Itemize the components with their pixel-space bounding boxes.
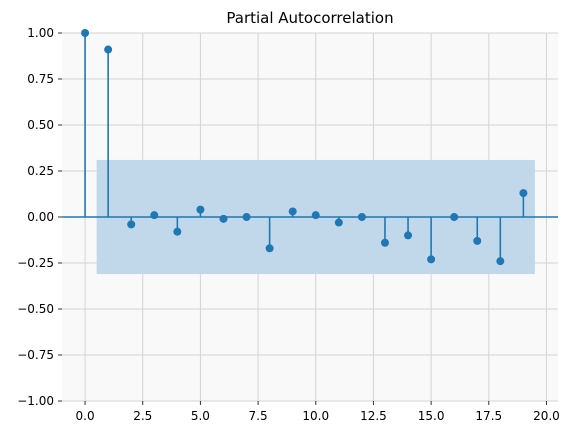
stem-marker — [519, 189, 528, 198]
stem-marker — [81, 29, 90, 37]
stem-marker — [173, 227, 182, 236]
stem-marker — [473, 236, 482, 245]
stem-marker — [219, 214, 228, 223]
stem-marker — [404, 231, 413, 240]
y-tick-label: −1.00 — [17, 394, 54, 408]
chart-title: Partial Autocorrelation — [226, 9, 393, 27]
stem-marker — [127, 220, 136, 229]
stem-marker — [496, 257, 505, 266]
stem-marker — [334, 218, 343, 227]
y-axis-ticks: 1.00 0.75 0.50 0.25 0.00 −0.25 −0.50 −0.75 −1.00 — [17, 26, 62, 408]
y-tick-label: −0.75 — [17, 348, 54, 362]
x-tick-label: 15.0 — [418, 409, 445, 423]
x-tick-label: 12.5 — [360, 409, 387, 423]
x-tick-label: 7.5 — [249, 409, 268, 423]
x-tick-label: 2.5 — [133, 409, 152, 423]
x-tick-label: 10.0 — [302, 409, 329, 423]
stem-marker — [265, 244, 274, 253]
y-tick-label: −0.50 — [17, 302, 54, 316]
y-tick-label: 0.25 — [27, 164, 54, 178]
x-tick-label: 20.0 — [533, 409, 560, 423]
stems — [62, 29, 558, 266]
x-tick-label: 5.0 — [191, 409, 210, 423]
y-tick-label: 1.00 — [27, 26, 54, 40]
stem-marker — [427, 255, 436, 264]
y-tick-label: −0.25 — [17, 256, 54, 270]
x-tick-label: 17.5 — [475, 409, 502, 423]
stem-marker — [380, 238, 389, 247]
stem-marker — [288, 207, 297, 216]
y-tick-label: 0.50 — [27, 118, 54, 132]
x-tick-label: 0.0 — [76, 409, 95, 423]
x-axis-ticks: 0.0 2.5 5.0 7.5 10.0 12.5 15.0 17.5 20.0 — [76, 401, 560, 423]
stem-marker — [357, 213, 366, 221]
stem-marker — [242, 213, 251, 221]
y-tick-label: 0.75 — [27, 72, 54, 86]
stem-marker — [450, 213, 459, 221]
stem-marker — [196, 205, 205, 214]
stem-marker — [311, 211, 320, 220]
stem-marker — [150, 211, 159, 220]
y-tick-label: 0.00 — [27, 210, 54, 224]
stem-marker — [104, 45, 113, 54]
